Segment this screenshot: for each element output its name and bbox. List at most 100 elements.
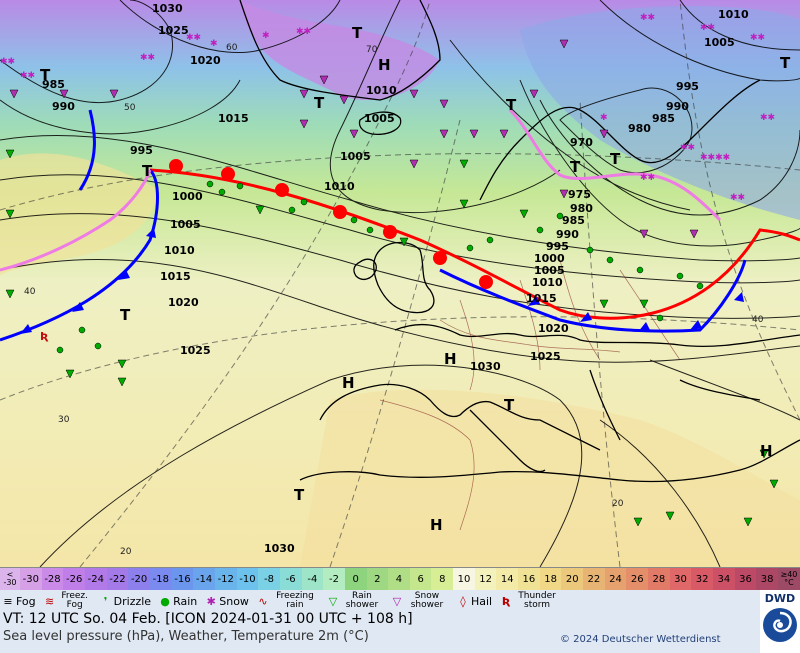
scale-cell: -4: [301, 568, 324, 590]
scale-cell: -18: [149, 568, 172, 590]
isobar-label: 1020: [538, 322, 569, 335]
legend-label: Snow shower: [410, 591, 444, 610]
high-pressure-center: H: [342, 374, 355, 392]
atlantic-warm-area: [0, 153, 160, 275]
isobar-label: 1005: [340, 150, 371, 163]
scale-cell: 38: [756, 568, 778, 590]
weather-legend: ≡ Fog ≋ Freez. Fog ❜ Drizzle ● Rain ✱ Snow ∿ F…: [0, 590, 760, 612]
scale-cell: 26: [626, 568, 649, 590]
warm-front-symbols: [169, 159, 493, 289]
drizzle-icon: ❜: [103, 594, 108, 608]
legend-fog: ≡ Fog: [0, 594, 36, 608]
isobar-label: 1005: [534, 264, 565, 277]
low-pressure-center: T: [40, 66, 51, 84]
graticule: [0, 0, 800, 567]
isobar-label: 1020: [190, 54, 221, 67]
cold-front-atlantic: [0, 168, 159, 342]
scale-cell: -30: [20, 568, 42, 590]
legend-label: Drizzle: [113, 594, 152, 608]
isotherm-label: 60: [226, 43, 238, 53]
isobar-label: 1000: [172, 190, 203, 203]
isotherm-label: 30: [58, 415, 70, 425]
svg-text:✱: ✱: [262, 31, 270, 41]
scale-cell: -16: [171, 568, 194, 590]
isobar-label: 990: [666, 100, 689, 113]
low-pressure-center: T: [570, 158, 581, 176]
isotherm-label: 40: [24, 287, 36, 297]
scale-cell: 18: [539, 568, 562, 590]
precip-symbols: ✱✱✱✱ ✱✱ ✱✱✱✱✱✱ ✱✱✱✱✱✱ ✱✱✱✱✱✱✱✱ ✱✱✱✱✱ Ʀ: [0, 13, 779, 527]
legend-freezing-rain: ∿ Freezing rain: [255, 592, 319, 610]
snow-shower-icon: ▽: [392, 594, 402, 608]
legend-rain-shower: ▽ Rain shower: [325, 592, 383, 610]
scale-high-end: ≥40 °C: [777, 568, 800, 590]
scale-cell: 16: [518, 568, 540, 590]
cold-front-europe: [439, 259, 747, 333]
isotherm-label: 20: [612, 499, 624, 509]
legend-hail: ◊ Hail: [455, 595, 492, 608]
low-pressure-center: T: [780, 54, 791, 72]
isobar-label: 1010: [324, 180, 355, 193]
freezing-rain-icon: ∿: [258, 594, 268, 608]
legend-label: Snow: [219, 594, 249, 608]
cold-front-north: [78, 109, 96, 191]
isobar-label: 995: [130, 144, 153, 157]
scale-cell: -20: [128, 568, 150, 590]
scale-cell: 0: [344, 568, 367, 590]
legend-label: Rain: [173, 594, 198, 608]
scale-cell: 22: [583, 568, 605, 590]
fog-icon: ≡: [3, 594, 13, 608]
low-pressure-center: T: [120, 306, 131, 324]
legend-drizzle: ❜ Drizzle: [98, 595, 151, 608]
high-pressure-center: H: [760, 442, 773, 460]
isobar-label: 970: [570, 136, 593, 149]
low-pressure-center: T: [610, 150, 621, 168]
svg-text:Ʀ: Ʀ: [40, 330, 49, 343]
snow-icon: ✱: [206, 594, 216, 608]
svg-text:✱✱: ✱✱: [0, 57, 15, 67]
low-pressure-center: T: [352, 24, 363, 42]
legend-snow-shower: ▽ Snow shower: [389, 592, 449, 610]
legend-freezing-fog: ≋ Freez. Fog: [42, 592, 92, 610]
occlusion-atlantic: [0, 169, 152, 272]
isobar-label: 985: [652, 112, 675, 125]
svg-text:✱: ✱: [600, 113, 608, 123]
scale-cell: 10: [453, 568, 475, 590]
dwd-logo: DWD: [760, 590, 800, 653]
svg-text:✱✱: ✱✱: [750, 33, 765, 43]
low-pressure-center: T: [506, 96, 517, 114]
isobar-label: 1030: [264, 542, 295, 555]
isobar-label: 1005: [170, 218, 201, 231]
isotherm-label: 20: [120, 547, 132, 557]
scale-cell: 30: [669, 568, 692, 590]
warm-front: [149, 168, 800, 320]
scale-cell: -2: [323, 568, 345, 590]
svg-text:✱✱: ✱✱: [640, 173, 655, 183]
svg-text:✱: ✱: [210, 39, 218, 49]
isobar-label: 1010: [718, 8, 749, 21]
isobar-label: 1025: [180, 344, 211, 357]
isobar-label: 1010: [164, 244, 195, 257]
svg-text:✱✱: ✱✱: [700, 23, 715, 33]
svg-text:✱✱: ✱✱: [640, 13, 655, 23]
isotherm-labels: 70 60 50 40 40 30 20 20: [24, 43, 764, 557]
isobar-label: 980: [570, 202, 593, 215]
isobar-label: 1015: [526, 292, 557, 305]
high-pressure-center: H: [444, 350, 457, 368]
isobar-label: 1005: [364, 112, 395, 125]
legend-label: Fog: [16, 594, 36, 608]
isobar-label: 1020: [168, 296, 199, 309]
scale-cell: 36: [734, 568, 757, 590]
dwd-logo-text: DWD: [764, 592, 796, 605]
legend-thunderstorm: Ʀ Thunder storm: [498, 592, 560, 610]
isobar-label: 1000: [534, 252, 565, 265]
isobar-label: 1015: [218, 112, 249, 125]
copyright: © 2024 Deutscher Wetterdienst: [560, 634, 721, 645]
map-description: Sea level pressure (hPa), Weather, Tempe…: [3, 629, 369, 644]
isotherm-label: 50: [124, 103, 136, 113]
svg-text:✱✱: ✱✱: [140, 53, 155, 63]
north-africa-warm-area: [300, 389, 800, 567]
isobar-label: 1010: [532, 276, 563, 289]
svg-text:✱✱: ✱✱: [20, 71, 35, 81]
temperature-color-scale: < -30 -30 -28 -26 -24 -22 -20 -18 -16 -14 -12 -10 -8-…: [0, 567, 800, 590]
